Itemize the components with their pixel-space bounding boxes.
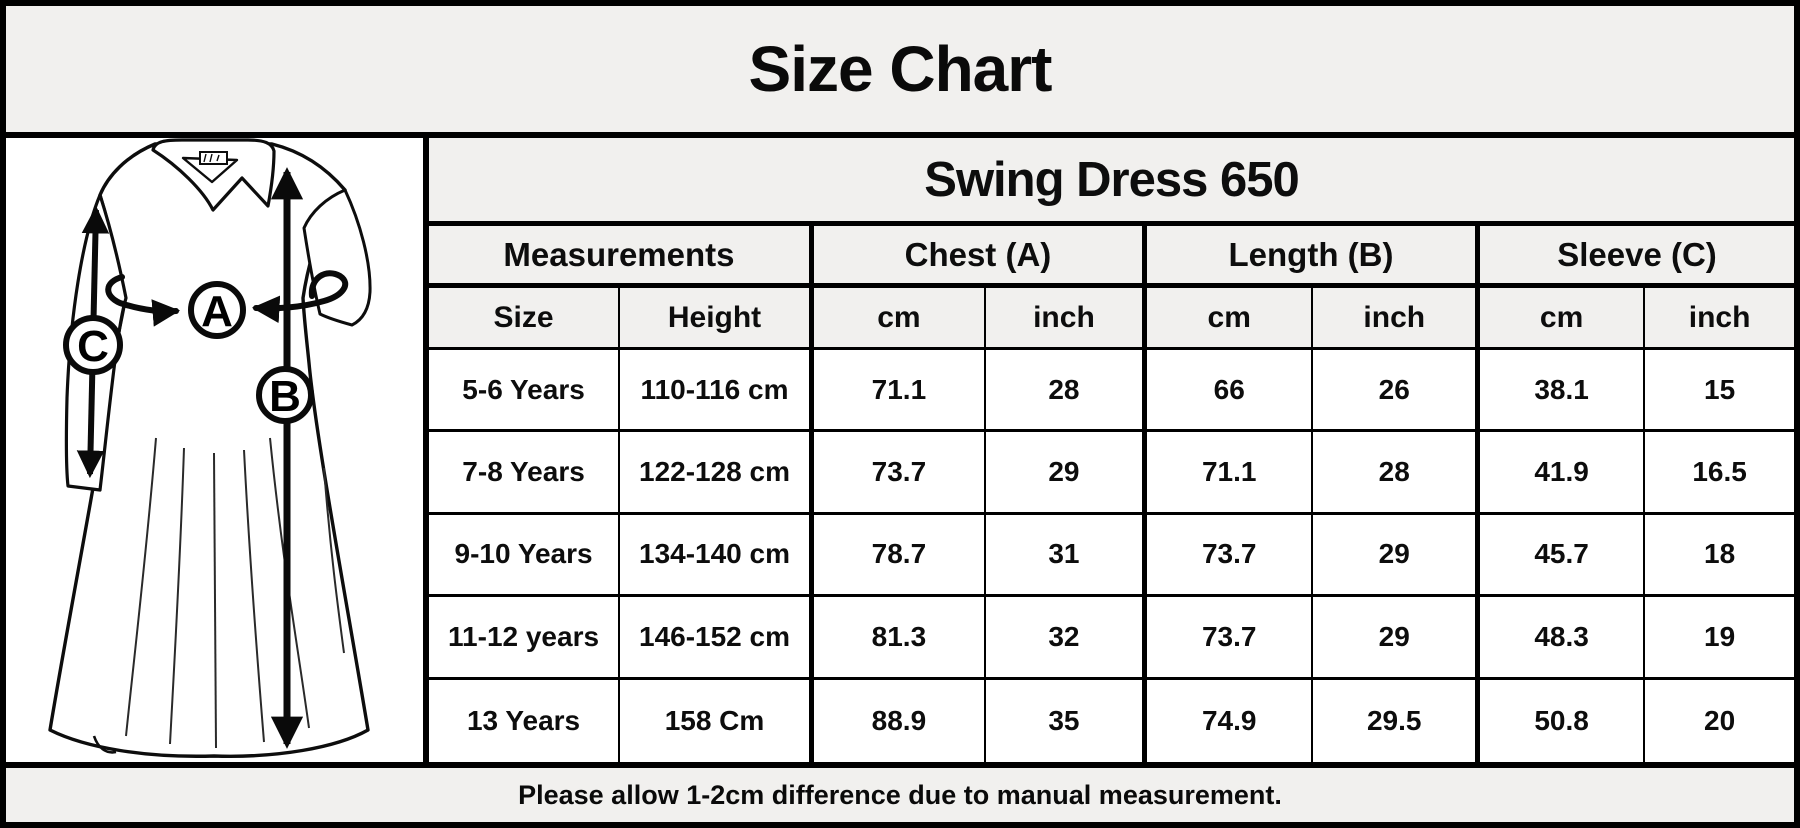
cell-length-cm: 71.1 [1146,432,1314,515]
measurement-disclaimer: Please allow 1-2cm difference due to man… [518,779,1282,810]
cell-height: 110-116 cm [620,350,814,433]
subcol-header-height: Height [620,288,814,350]
cell-sleeve-cm: 38.1 [1480,350,1646,433]
cell-length-cm: 66 [1146,350,1314,433]
label-b-circle: B [256,366,314,424]
cell-chest-cm: 81.3 [813,597,986,680]
cell-length-cm: 73.7 [1146,514,1314,598]
subcol-header-chest-inch: inch [985,288,1147,350]
cell-length-inch: 26 [1313,350,1480,433]
cell-length-inch: 29 [1313,597,1480,680]
cell-chest-inch: 35 [985,679,1147,762]
dress-illustration: A B C [48,138,372,758]
cell-sleeve-inch: 20 [1645,679,1794,762]
cell-height: 158 Cm [620,679,814,762]
cell-sleeve-cm: 50.8 [1480,679,1646,762]
cell-size: 5-6 Years [429,350,621,433]
subcol-header-length-inch: inch [1313,288,1480,350]
col-header-measurements: Measurements [429,226,814,288]
label-c: C [77,322,109,371]
cell-sleeve-cm: 41.9 [1480,432,1646,515]
product-name: Swing Dress 650 [429,138,1794,226]
cell-length-cm: 73.7 [1146,597,1314,680]
cell-height: 134-140 cm [620,514,814,598]
cell-chest-cm: 88.9 [813,679,986,762]
hem-detail [92,735,117,754]
cell-size: 7-8 Years [429,432,621,515]
cell-chest-inch: 28 [985,350,1147,433]
cell-sleeve-cm: 45.7 [1480,514,1646,598]
cell-chest-inch: 29 [985,432,1147,515]
cell-sleeve-inch: 15 [1645,350,1794,433]
label-b: B [269,372,301,421]
cell-sleeve-inch: 19 [1645,597,1794,680]
brand-tag [199,151,228,165]
col-header-length: Length (B) [1146,226,1480,288]
subcol-header-sleeve-cm: cm [1480,288,1646,350]
cell-height: 146-152 cm [620,597,814,680]
cell-chest-inch: 31 [985,514,1147,598]
footer-band: Please allow 1-2cm difference due to man… [6,768,1794,822]
right-sleeve [302,188,372,327]
label-a: A [201,287,233,336]
col-header-sleeve: Sleeve (C) [1480,226,1794,288]
subcol-header-sleeve-inch: inch [1645,288,1794,350]
subcol-header-chest-cm: cm [813,288,986,350]
cell-sleeve-inch: 18 [1645,514,1794,598]
cell-size: 9-10 Years [429,514,621,598]
size-table: Swing Dress 650 Measurements Chest (A) L… [429,138,1794,762]
cell-length-inch: 29 [1313,514,1480,598]
cell-size: 11-12 years [429,597,621,680]
page-title: Size Chart [748,33,1053,105]
cell-height: 122-128 cm [620,432,814,515]
cell-length-cm: 74.9 [1146,679,1314,762]
label-c-circle: C [63,315,123,375]
label-a-circle: A [188,281,246,339]
dress-diagram-panel: A B C [6,138,423,762]
cell-chest-cm: 73.7 [813,432,986,515]
subcol-header-length-cm: cm [1146,288,1314,350]
main-area: A B C Swing Dress 650 Measurements Chest… [6,138,1794,762]
cell-size: 13 Years [429,679,621,762]
cell-length-inch: 29.5 [1313,679,1480,762]
cell-chest-inch: 32 [985,597,1147,680]
col-header-chest: Chest (A) [813,226,1147,288]
cell-chest-cm: 78.7 [813,514,986,598]
cell-chest-cm: 71.1 [813,350,986,433]
subcol-header-size: Size [429,288,621,350]
cell-length-inch: 28 [1313,432,1480,515]
title-band: Size Chart [6,6,1794,132]
cell-sleeve-inch: 16.5 [1645,432,1794,515]
cell-sleeve-cm: 48.3 [1480,597,1646,680]
